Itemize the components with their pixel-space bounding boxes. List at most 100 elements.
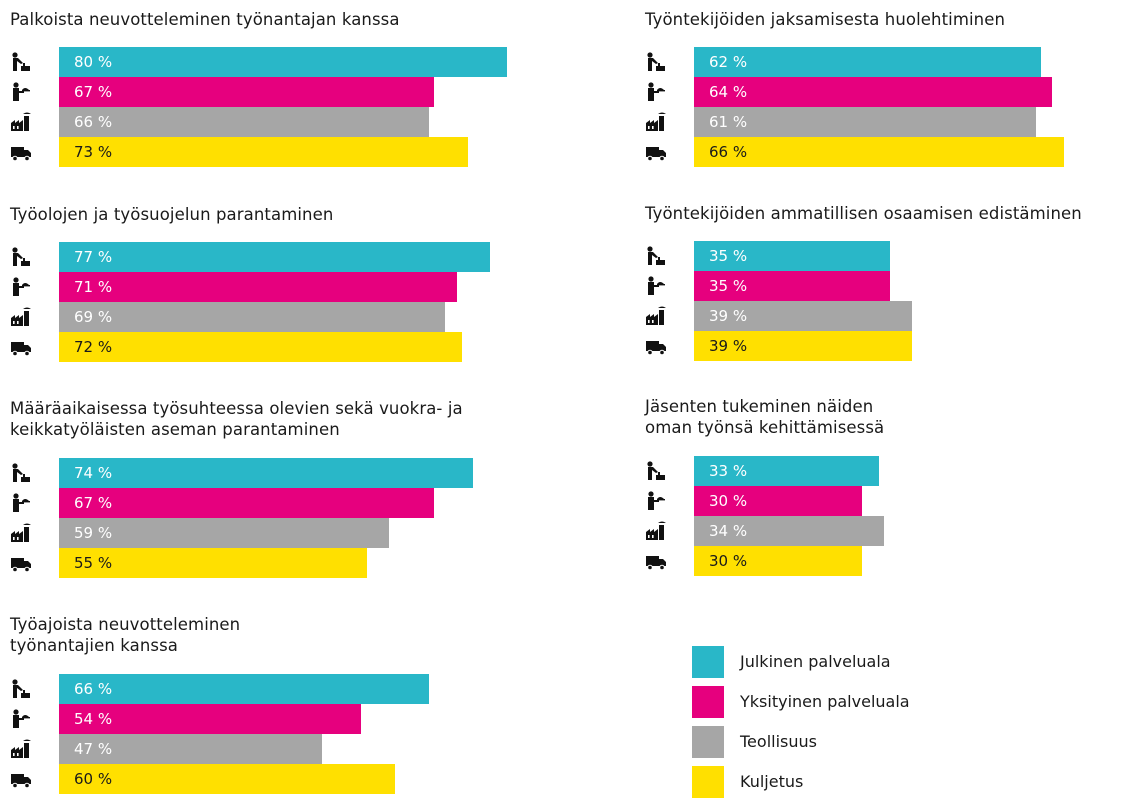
panel-title-line: Työntekijöiden ammatillisen osaamisen ed… [645, 204, 1082, 223]
bar-yksityinen: 71 % [59, 272, 457, 302]
bar-value-label: 47 % [74, 740, 113, 758]
bar-value-label: 72 % [74, 338, 113, 356]
bar-value-label: 77 % [74, 248, 113, 266]
panel-title: Työntekijöiden jaksamisesta huolehtimine… [645, 9, 1005, 30]
factory-icon [645, 306, 667, 326]
bar-row-teollisuus: 66 % [10, 107, 619, 137]
bar-row-kuljetus: 60 % [10, 764, 619, 794]
worker-public-icon [10, 247, 32, 267]
bar-value-label: 39 % [709, 337, 748, 355]
bar-row-julkinen: 62 % [645, 47, 1142, 77]
legend-swatch-yksityinen [692, 686, 724, 718]
bar-value-label: 55 % [74, 554, 113, 572]
bar-teollisuus: 66 % [59, 107, 429, 137]
panel-title: Jäsenten tukeminen näiden oman työnsä keh… [645, 396, 884, 438]
panel-title-line: Työajoista neuvotteleminen [10, 615, 241, 634]
waiter-icon [645, 82, 667, 102]
panel-title-line: oman työnsä kehittämisessä [645, 418, 885, 437]
bar-value-label: 60 % [74, 770, 113, 788]
waiter-icon [10, 277, 32, 297]
bar-teollisuus: 47 % [59, 734, 323, 764]
legend-swatch-kuljetus [692, 766, 724, 798]
bar-value-label: 64 % [709, 83, 748, 101]
bar-kuljetus: 72 % [59, 332, 463, 362]
worker-public-icon [645, 246, 667, 266]
panel-title-line: Määräaikaisessa työsuhteessa olevien sek… [10, 399, 463, 418]
legend-label: Teollisuus [740, 732, 817, 751]
factory-icon [10, 112, 32, 132]
legend-item-yksityinen: Yksityinen palveluala [692, 686, 992, 718]
bar-value-label: 30 % [709, 492, 748, 510]
bar-value-label: 54 % [74, 710, 113, 728]
waiter-icon [10, 709, 32, 729]
bar-row-julkinen: 77 % [10, 242, 619, 272]
bar-teollisuus: 61 % [694, 107, 1036, 137]
panel-title: Työajoista neuvotteleminen työnantajien k… [10, 614, 240, 656]
worker-public-icon [10, 52, 32, 72]
bar-value-label: 69 % [74, 308, 113, 326]
worker-public-icon [645, 52, 667, 72]
bar-value-label: 66 % [709, 143, 748, 161]
waiter-icon [645, 276, 667, 296]
bar-kuljetus: 60 % [59, 764, 395, 794]
bar-yksityinen: 64 % [694, 77, 1053, 107]
bar-row-teollisuus: 39 % [645, 301, 1142, 331]
panel-title: Työntekijöiden ammatillisen osaamisen ed… [645, 203, 1082, 224]
bar-yksityinen: 67 % [59, 77, 435, 107]
bar-value-label: 30 % [709, 552, 748, 570]
bar-row-julkinen: 35 % [645, 241, 1142, 271]
bar-row-kuljetus: 55 % [10, 548, 619, 578]
bar-julkinen: 74 % [59, 458, 474, 488]
bar-yksityinen: 67 % [59, 488, 435, 518]
bar-value-label: 80 % [74, 53, 113, 71]
legend-label: Yksityinen palveluala [740, 692, 910, 711]
panel-title: Palkoista neuvotteleminen työnantajan ka… [10, 9, 400, 30]
bar-row-julkinen: 80 % [10, 47, 619, 77]
waiter-icon [10, 493, 32, 513]
bar-value-label: 34 % [709, 522, 748, 540]
bar-row-julkinen: 74 % [10, 458, 619, 488]
bar-value-label: 66 % [74, 113, 113, 131]
panel-title-line: keikkatyöläisten aseman parantaminen [10, 420, 340, 439]
truck-icon [10, 769, 32, 789]
bar-row-yksityinen: 35 % [645, 271, 1142, 301]
truck-icon [645, 336, 667, 356]
bar-row-kuljetus: 30 % [645, 546, 1142, 576]
bar-row-teollisuus: 34 % [645, 516, 1142, 546]
bar-value-label: 35 % [709, 277, 748, 295]
bar-value-label: 39 % [709, 307, 748, 325]
bar-kuljetus: 30 % [694, 546, 862, 576]
panel-title-line: Jäsenten tukeminen näiden [645, 397, 874, 416]
truck-icon [10, 337, 32, 357]
panel-title: Määräaikaisessa työsuhteessa olevien sek… [10, 398, 463, 440]
bar-julkinen: 62 % [694, 47, 1042, 77]
legend-swatch-julkinen [692, 646, 724, 678]
bar-value-label: 73 % [74, 143, 113, 161]
legend-item-julkinen: Julkinen palveluala [692, 646, 992, 678]
legend-label: Julkinen palveluala [740, 652, 891, 671]
bar-julkinen: 77 % [59, 242, 491, 272]
bar-teollisuus: 69 % [59, 302, 446, 332]
factory-icon [10, 739, 32, 759]
bar-row-kuljetus: 72 % [10, 332, 619, 362]
worker-public-icon [10, 679, 32, 699]
bar-row-yksityinen: 30 % [645, 486, 1142, 516]
bar-value-label: 71 % [74, 278, 113, 296]
panel-title-line: Työolojen ja työsuojelun parantaminen [10, 205, 334, 224]
bar-row-yksityinen: 54 % [10, 704, 619, 734]
bar-kuljetus: 55 % [59, 548, 367, 578]
waiter-icon [645, 491, 667, 511]
bar-julkinen: 35 % [694, 241, 890, 271]
bar-row-teollisuus: 59 % [10, 518, 619, 548]
truck-icon [645, 551, 667, 571]
legend-item-teollisuus: Teollisuus [692, 726, 992, 758]
bar-teollisuus: 39 % [694, 301, 913, 331]
panel-title-line: Työntekijöiden jaksamisesta huolehtimine… [645, 10, 1006, 29]
bar-value-label: 66 % [74, 680, 113, 698]
bar-kuljetus: 66 % [694, 137, 1064, 167]
panel-title-line: Palkoista neuvotteleminen työnantajan ka… [10, 10, 400, 29]
bar-value-label: 61 % [709, 113, 748, 131]
bar-yksityinen: 35 % [694, 271, 890, 301]
factory-icon [10, 307, 32, 327]
bar-value-label: 74 % [74, 464, 113, 482]
